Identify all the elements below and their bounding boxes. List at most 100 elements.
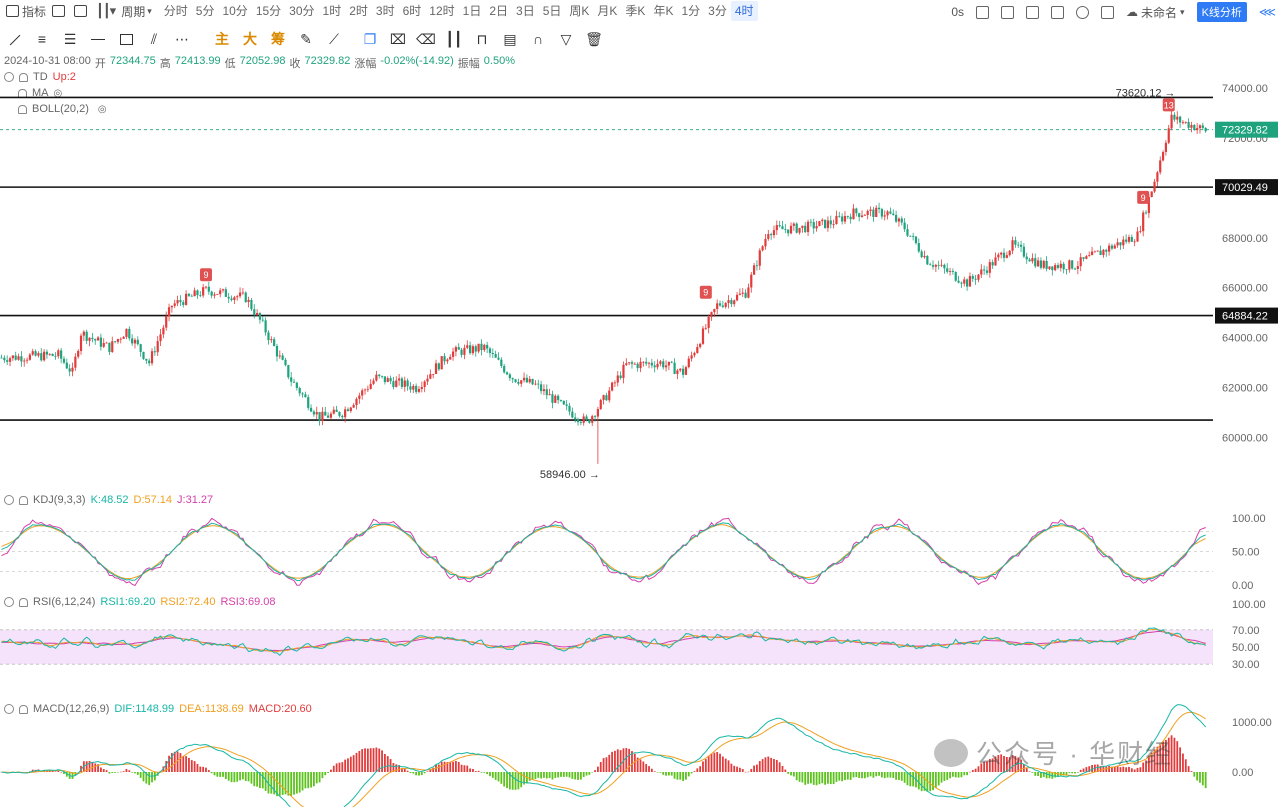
macd-histogram-bar xyxy=(1204,772,1207,789)
candle-body xyxy=(835,215,838,225)
period-14[interactable]: 周K xyxy=(569,4,590,18)
period-11[interactable]: 2日 xyxy=(489,4,509,18)
macd-histogram-bar xyxy=(577,772,579,780)
compare-icon[interactable] xyxy=(74,5,90,17)
share-icon[interactable]: ⋘ xyxy=(1258,5,1276,19)
camera-icon[interactable] xyxy=(976,5,990,19)
period-8[interactable]: 6时 xyxy=(402,4,422,18)
copy-icon[interactable]: ❐ xyxy=(363,30,377,47)
macd-histogram-bar xyxy=(267,772,270,794)
macd-histogram-bar xyxy=(440,761,443,772)
rectangle-tool-icon[interactable] xyxy=(112,28,140,50)
macd-histogram-bar xyxy=(878,772,880,776)
chip-tool[interactable]: 筹 xyxy=(271,31,285,47)
horizontal-tool-icon[interactable] xyxy=(84,28,112,50)
macd-histogram-bar xyxy=(562,772,565,777)
ruler-icon[interactable]: ⌧ xyxy=(389,30,407,47)
period-20[interactable]: 4时 xyxy=(730,1,758,21)
comment-icon[interactable] xyxy=(1026,5,1040,19)
template-icon[interactable] xyxy=(1051,5,1065,19)
candle-body xyxy=(591,416,594,423)
edit-icon[interactable]: ✎ xyxy=(300,30,312,47)
period-6[interactable]: 2时 xyxy=(349,4,368,18)
macd-histogram-bar xyxy=(713,752,716,772)
candle-body xyxy=(869,209,872,211)
kline-analysis-button[interactable]: K线分析 xyxy=(1196,2,1247,22)
period-19[interactable]: 3分 xyxy=(708,4,727,18)
main-force-tool[interactable]: 主 xyxy=(215,31,229,47)
candle-body xyxy=(54,355,57,357)
candle-icon[interactable]: ┃┃ xyxy=(445,30,463,47)
period-10[interactable]: 1日 xyxy=(462,4,482,18)
candle-type-icon[interactable]: ┃┃▾ xyxy=(96,3,116,18)
macd-histogram-bar xyxy=(653,771,656,772)
period-13[interactable]: 5日 xyxy=(542,4,562,18)
brush-icon[interactable]: ⟋ xyxy=(329,30,339,47)
channel-tool-icon[interactable]: ☰ xyxy=(63,30,77,47)
period-0[interactable]: 分时 xyxy=(163,4,188,18)
big-order-tool[interactable]: 大 xyxy=(243,31,257,47)
eye-icon[interactable]: ◎ xyxy=(97,103,107,115)
period-menu[interactable]: 周期 ▾ xyxy=(121,4,152,19)
candle-body xyxy=(1017,244,1020,246)
fib-tool-icon[interactable]: ⫽ xyxy=(150,30,158,47)
period-4[interactable]: 30分 xyxy=(289,4,315,18)
price-badge-bg xyxy=(1215,121,1278,138)
macd-histogram-bar xyxy=(792,772,795,777)
kdj-indicator-label[interactable]: KDJ(9,3,3) K:48.52 D:57.14 J:31.27 xyxy=(4,494,213,506)
magnet-icon[interactable]: ∩ xyxy=(532,31,544,47)
candle-body xyxy=(119,338,122,340)
eraser-icon[interactable]: ⌫ xyxy=(416,30,436,47)
candle-body xyxy=(159,334,162,342)
fullscreen-icon[interactable] xyxy=(1101,5,1115,19)
filter-icon[interactable]: ▽ xyxy=(560,30,572,47)
macd-histogram-bar xyxy=(835,772,838,782)
period-12[interactable]: 3日 xyxy=(516,4,535,18)
period-17[interactable]: 年K xyxy=(653,4,674,18)
macd-histogram-bar xyxy=(611,751,613,772)
period-1[interactable]: 5分 xyxy=(195,4,215,18)
rsi-tick-label: 50.00 xyxy=(1232,642,1260,654)
candle-body xyxy=(727,300,730,304)
macd-histogram-bar xyxy=(756,764,758,772)
indicator-button[interactable]: 指标 xyxy=(6,3,46,20)
macd-histogram-bar xyxy=(957,772,960,778)
period-9[interactable]: 12时 xyxy=(429,4,455,18)
gear-icon[interactable] xyxy=(1076,5,1090,19)
candle-body xyxy=(690,355,693,359)
note-icon[interactable]: ▤ xyxy=(503,30,517,47)
period-15[interactable]: 月K xyxy=(597,4,618,18)
candle-body xyxy=(602,395,605,400)
layout-name-dropdown[interactable]: ☁ 未命名 ▾ xyxy=(1126,5,1185,20)
trash-icon[interactable]: 🗑 xyxy=(585,30,603,47)
period-18[interactable]: 1分 xyxy=(681,4,701,18)
period-7[interactable]: 3时 xyxy=(375,4,395,18)
period-16[interactable]: 季K xyxy=(625,4,646,18)
period-2[interactable]: 10分 xyxy=(222,4,248,18)
parallel-tool-icon[interactable]: ≡ xyxy=(37,31,47,47)
macd-indicator-label[interactable]: MACD(12,26,9) DIF:1148.99 DEA:1138.69 MA… xyxy=(4,703,312,715)
macd-histogram-bar xyxy=(1162,741,1164,772)
pen-icon[interactable] xyxy=(1001,5,1015,19)
period-list: 分时 5分 10分 15分 30分 1时 2时 3时 6时 12时 1日 2日 3日 5日 周K 月K 季K 年K… xyxy=(160,1,758,21)
lock-icon[interactable]: ⊓ xyxy=(476,30,488,47)
td-indicator-label[interactable]: TD Up:2 xyxy=(4,71,76,83)
candle-body xyxy=(182,302,185,305)
eye-icon[interactable]: ◎ xyxy=(53,87,63,99)
period-3[interactable]: 15分 xyxy=(255,4,282,18)
candle-body xyxy=(1110,245,1114,249)
macd-histogram-bar xyxy=(352,755,355,772)
ma-indicator-label[interactable]: MA ◎ xyxy=(18,87,62,99)
candle-body xyxy=(233,297,236,300)
boll-indicator-label[interactable]: BOLL(20,2) ◎ xyxy=(18,103,107,115)
layout-icon[interactable] xyxy=(52,5,68,17)
macd-histogram-bar xyxy=(65,772,68,777)
macd-histogram-bar xyxy=(599,762,602,772)
candle-body xyxy=(457,347,460,350)
macd-histogram-bar xyxy=(97,764,99,772)
rsi-indicator-label[interactable]: RSI(6,12,24) RSI1:69.20 RSI2:72.40 RSI3:… xyxy=(4,596,276,608)
candle-body xyxy=(298,387,301,394)
period-5[interactable]: 1时 xyxy=(322,4,342,18)
more-tool-icon[interactable]: ⋯ xyxy=(175,30,189,47)
